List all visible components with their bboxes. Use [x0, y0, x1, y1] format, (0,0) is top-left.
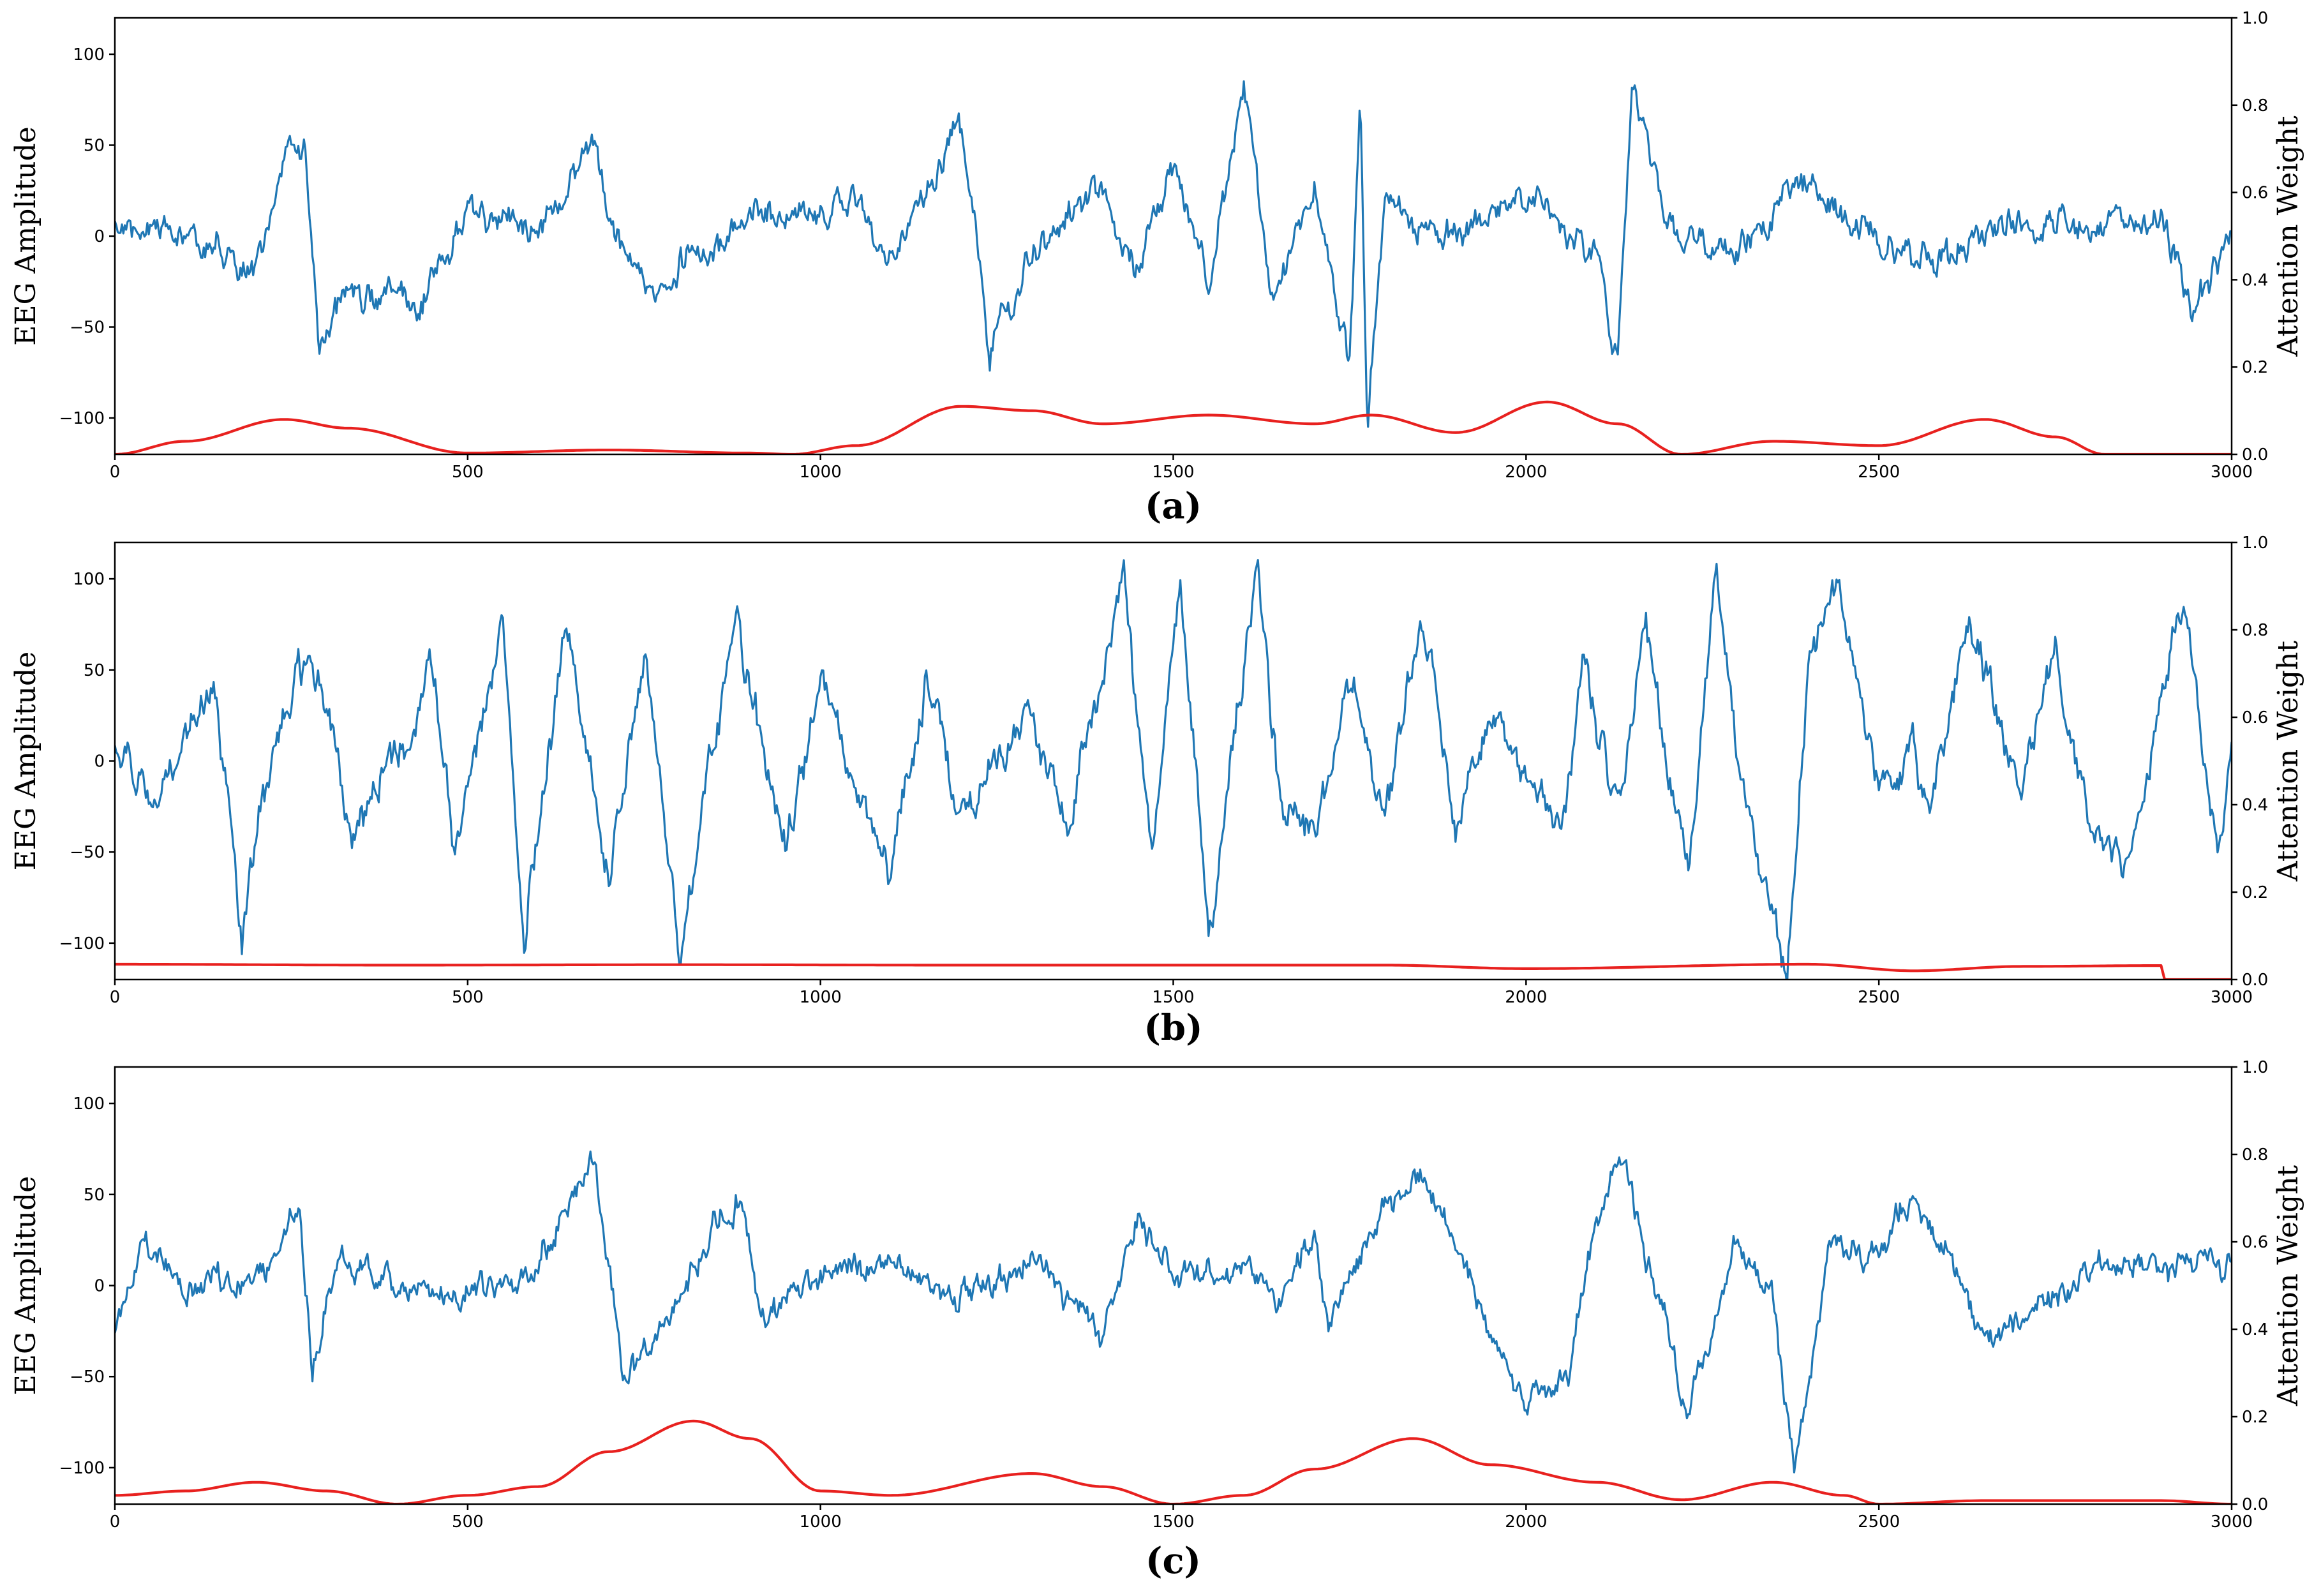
- y-tick-label: 0: [94, 752, 105, 772]
- x-tick-label: 1000: [800, 1512, 842, 1532]
- x-tick-label: 1000: [800, 988, 842, 1007]
- plot-frame: [114, 1066, 2233, 1505]
- y2-axis-title: Attention Weight: [2272, 1165, 2304, 1407]
- y2-tick-label: 0.2: [2242, 1408, 2268, 1427]
- y2-tick-label: 0.8: [2242, 96, 2268, 116]
- y-tick-label: 50: [84, 1186, 105, 1205]
- y-axis-title: EEG Amplitude: [10, 126, 42, 345]
- plot-frame: [114, 541, 2233, 981]
- x-tick-label: 3000: [2211, 463, 2253, 482]
- y-axis-title: EEG Amplitude: [10, 652, 42, 870]
- y2-tick-label: 0.2: [2242, 358, 2268, 377]
- y-tick-label: 0: [94, 227, 105, 246]
- x-tick-label: 2000: [1505, 1512, 1547, 1532]
- x-tick-label: 3000: [2211, 1512, 2253, 1532]
- y2-tick-label: 0.0: [2242, 1495, 2268, 1514]
- x-tick-label: 2500: [1858, 463, 1900, 482]
- x-tick-label: 500: [452, 1512, 484, 1532]
- plot-frame: [114, 17, 2233, 456]
- y-tick-label: 50: [84, 661, 105, 680]
- attention-series-line: [115, 962, 2232, 980]
- y2-tick-label: 0.8: [2242, 621, 2268, 640]
- eeg-series-line: [115, 1150, 2232, 1473]
- x-tick-label: 3000: [2211, 988, 2253, 1007]
- y2-tick-label: 0.4: [2242, 796, 2268, 815]
- y-tick-label: 0: [94, 1277, 105, 1296]
- x-tick-label: 500: [452, 988, 484, 1007]
- y2-tick-label: 0.0: [2242, 445, 2268, 465]
- y2-tick-label: 0.0: [2242, 971, 2268, 990]
- y-tick-label: −100: [59, 409, 105, 428]
- panel-label: (c): [1146, 1540, 1201, 1582]
- x-tick-label: 1500: [1152, 1512, 1194, 1532]
- y-tick-label: 100: [73, 45, 105, 64]
- x-tick-label: 2000: [1505, 463, 1547, 482]
- panel-1: 0 500 1000 1500 2000 2500 3000 −100 −50 0 50 100 0.0…: [10, 9, 2304, 527]
- x-tick-label: 2000: [1505, 988, 1547, 1007]
- panel-2: 0 500 1000 1500 2000 2500 3000 −100 −50 0 50 100 0.0…: [10, 533, 2304, 1049]
- y2-tick-label: 0.4: [2242, 271, 2268, 290]
- y2-tick-label: 0.4: [2242, 1320, 2268, 1339]
- panel-label: (b): [1144, 1007, 1202, 1049]
- y2-tick-label: 0.2: [2242, 883, 2268, 902]
- y2-axis-title: Attention Weight: [2272, 641, 2304, 883]
- x-tick-label: 1500: [1152, 988, 1194, 1007]
- x-tick-label: 0: [110, 463, 121, 482]
- y-tick-label: −50: [70, 843, 105, 862]
- x-tick-label: 0: [110, 988, 121, 1007]
- y-tick-label: 100: [73, 1094, 105, 1114]
- y-tick-label: −50: [70, 318, 105, 338]
- y2-tick-label: 1.0: [2242, 1058, 2268, 1077]
- attention-series-line: [115, 1419, 2232, 1504]
- y2-axis-title: Attention Weight: [2272, 116, 2304, 357]
- y-tick-label: −50: [70, 1368, 105, 1387]
- panel-3: 0 500 1000 1500 2000 2500 3000 −100 −50 0 50 100 0.0…: [10, 1058, 2304, 1582]
- x-tick-label: 500: [452, 463, 484, 482]
- x-tick-label: 2500: [1858, 988, 1900, 1007]
- y2-tick-label: 1.0: [2242, 533, 2268, 553]
- x-tick-label: 1000: [800, 463, 842, 482]
- y-tick-label: 50: [84, 137, 105, 156]
- eeg-series-line: [115, 558, 2232, 980]
- y2-tick-label: 0.6: [2242, 708, 2268, 727]
- panel-label: (a): [1145, 485, 1202, 527]
- y2-tick-label: 1.0: [2242, 9, 2268, 28]
- x-tick-label: 0: [110, 1512, 121, 1532]
- y2-tick-label: 0.6: [2242, 1233, 2268, 1252]
- attention-series-line: [115, 400, 2232, 454]
- y2-tick-label: 0.8: [2242, 1145, 2268, 1165]
- x-tick-label: 1500: [1152, 463, 1194, 482]
- y-tick-label: −100: [59, 934, 105, 953]
- panels-group: 0 500 1000 1500 2000 2500 3000−100−500501000.0…: [10, 9, 2304, 1582]
- y-axis-title: EEG Amplitude: [10, 1176, 42, 1395]
- y-tick-label: −100: [59, 1459, 105, 1478]
- y2-tick-label: 0.6: [2242, 184, 2268, 203]
- y-tick-label: 100: [73, 570, 105, 589]
- x-tick-label: 2500: [1858, 1512, 1900, 1532]
- eeg-series-line: [115, 80, 2232, 428]
